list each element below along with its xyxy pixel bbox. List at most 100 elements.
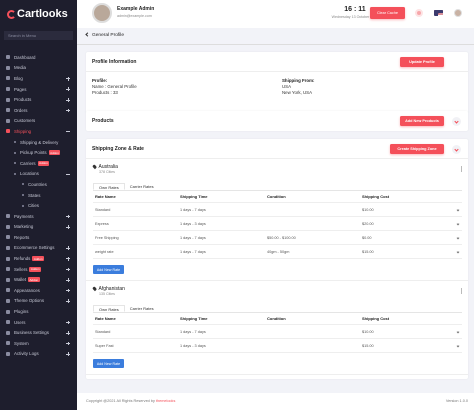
- row-action[interactable]: [456, 222, 460, 225]
- menu-toggle[interactable]: [66, 214, 70, 219]
- menu-toggle[interactable]: [66, 267, 70, 272]
- breadcrumb-text: General Profile: [92, 33, 124, 38]
- collapse-button[interactable]: [452, 117, 461, 126]
- add-rate-button[interactable]: Add New Rate: [93, 359, 124, 368]
- create-zone-button[interactable]: Create Shipping Zone: [390, 144, 444, 154]
- row-action[interactable]: [456, 344, 460, 347]
- rate-tab[interactable]: Carrier Rates: [129, 184, 154, 189]
- menu-item[interactable]: Blog: [0, 73, 77, 84]
- menu-toggle[interactable]: [66, 288, 70, 293]
- rate-cell: Standard: [95, 329, 111, 334]
- menu-icon: [14, 151, 16, 154]
- menu-item[interactable]: Ecommerce Settings: [0, 243, 77, 254]
- row-action[interactable]: [456, 330, 460, 333]
- menu-toggle[interactable]: [66, 130, 70, 133]
- menu-item[interactable]: Pickup Points Addon: [0, 147, 77, 158]
- menu-item[interactable]: Cities: [0, 200, 77, 211]
- menu-toggle[interactable]: [66, 299, 70, 304]
- row-action[interactable]: [456, 250, 460, 253]
- profile-card: Profile Information Update Profile Profi…: [86, 52, 468, 113]
- menu-toggle[interactable]: [66, 352, 70, 357]
- breadcrumb[interactable]: General Profile: [85, 32, 124, 38]
- menu-item[interactable]: Users: [0, 317, 77, 328]
- menu-item[interactable]: Products: [0, 94, 77, 105]
- row-action[interactable]: [456, 208, 460, 211]
- menu-item[interactable]: Payments: [0, 211, 77, 222]
- menu-item[interactable]: Orders: [0, 105, 77, 116]
- menu-toggle[interactable]: [66, 256, 70, 261]
- profile-icon[interactable]: [454, 9, 462, 17]
- rate-tab[interactable]: Own Rates: [93, 305, 125, 312]
- menu-item[interactable]: Shipping & Delivery: [0, 137, 77, 148]
- menu-toggle[interactable]: [66, 320, 70, 325]
- menu-item[interactable]: Carriers Addon: [0, 158, 77, 169]
- zone-menu[interactable]: [460, 166, 462, 172]
- menu-item[interactable]: Business Settings: [0, 327, 77, 338]
- menu-toggle[interactable]: [66, 108, 70, 113]
- brand-link[interactable]: themelooks: [155, 399, 176, 403]
- menu-toggle[interactable]: [66, 246, 70, 251]
- menu-item[interactable]: Dashboard: [0, 52, 77, 63]
- menu-toggle[interactable]: [66, 225, 70, 229]
- logo[interactable]: Cartlooks: [0, 0, 77, 28]
- add-rate-button[interactable]: Add New Rate: [93, 265, 124, 274]
- menu-label: Products: [14, 97, 32, 103]
- menu-label: Reports: [14, 234, 30, 240]
- language-flag[interactable]: [434, 10, 443, 16]
- rate-cell: $10.00: [362, 329, 374, 334]
- menu-item[interactable]: Reports: [0, 232, 77, 243]
- rate-tab[interactable]: Carrier Rates: [129, 306, 154, 311]
- menu-item[interactable]: Refunds Addon: [0, 253, 77, 264]
- menu-search[interactable]: Search in Menu: [4, 31, 73, 40]
- rate-cell: 40gm - 50gm: [267, 249, 290, 254]
- menu-item[interactable]: States: [0, 190, 77, 201]
- menu-item[interactable]: Countries: [0, 179, 77, 190]
- zone-menu[interactable]: [460, 288, 462, 294]
- menu-item[interactable]: Theme Options: [0, 296, 77, 307]
- menu: Dashboard Media Blog Pages Products Orders Cus…: [0, 52, 77, 359]
- menu-label: Appearances: [14, 287, 40, 293]
- menu-toggle[interactable]: [66, 331, 70, 335]
- menu-item[interactable]: Sellers Addon: [0, 264, 77, 275]
- menu-toggle[interactable]: [66, 278, 70, 282]
- collapse-button[interactable]: [452, 145, 461, 154]
- clear-cache-button[interactable]: Clear Cache: [370, 7, 405, 19]
- rate-tab[interactable]: Own Rates: [93, 183, 125, 190]
- menu-item[interactable]: Wallet Addon: [0, 274, 77, 285]
- menu-item[interactable]: Activity Logs: [0, 349, 77, 360]
- menu-toggle[interactable]: [66, 76, 70, 81]
- menu-toggle[interactable]: [66, 98, 70, 102]
- column-header: Rate Name: [95, 316, 116, 321]
- menu-item[interactable]: Shipping: [0, 126, 77, 137]
- menu-item[interactable]: System: [0, 338, 77, 349]
- menu-toggle[interactable]: [66, 341, 70, 346]
- notification-icon[interactable]: [415, 9, 423, 17]
- rate-row: weight rate 1 days - 7 days 40gm - 50gm $15…: [93, 245, 462, 259]
- column-header: Shipping Time: [180, 316, 208, 321]
- menu-icon: [14, 172, 16, 175]
- menu-item[interactable]: Appearances: [0, 285, 77, 296]
- menu-label: Orders: [14, 107, 28, 113]
- row-action[interactable]: [456, 236, 460, 239]
- menu-item[interactable]: Plugins: [0, 306, 77, 317]
- rate-cell: Free Shipping: [95, 235, 119, 240]
- country: USA: [282, 84, 292, 89]
- menu-item[interactable]: Media: [0, 63, 77, 74]
- update-profile-button[interactable]: Update Profile: [400, 57, 444, 67]
- menu-item[interactable]: Pages: [0, 84, 77, 95]
- menu-item[interactable]: Customers: [0, 116, 77, 127]
- rate-cell: 1 days - 3 days: [180, 221, 206, 226]
- zone-name-text: Australia: [98, 163, 118, 170]
- menu-label: Locations: [20, 171, 39, 177]
- menu-toggle[interactable]: [66, 87, 70, 92]
- back-icon: [85, 32, 90, 37]
- menu-icon: [6, 288, 10, 293]
- menu-item[interactable]: Locations: [0, 169, 77, 180]
- menu-toggle[interactable]: [66, 173, 70, 176]
- menu-item[interactable]: Marketing: [0, 222, 77, 233]
- menu-label: Blog: [14, 75, 23, 81]
- shipping-from: Shipping From: USA New York, USA: [282, 78, 314, 96]
- add-products-button[interactable]: Add New Products: [400, 116, 444, 126]
- avatar[interactable]: [92, 3, 112, 23]
